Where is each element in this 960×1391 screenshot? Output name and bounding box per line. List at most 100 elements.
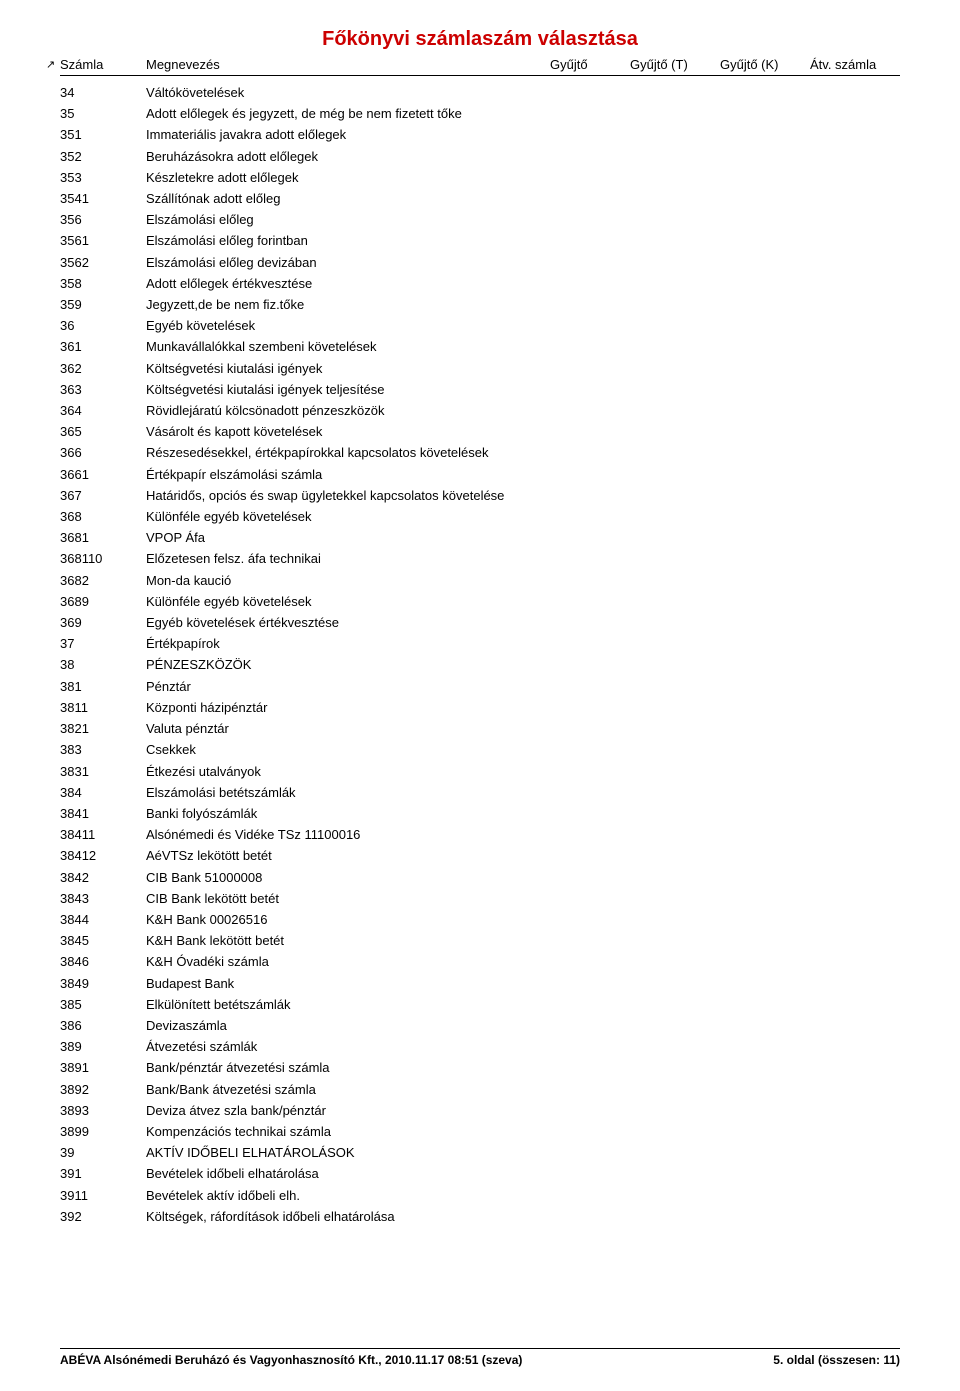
cell-code: 368110 — [60, 548, 146, 569]
cell-name: Bevételek időbeli elhatárolása — [146, 1163, 900, 1184]
cell-name: Váltókövetelések — [146, 82, 900, 103]
table-row: 385Elkülönített betétszámlák — [60, 994, 900, 1015]
table-row: 34Váltókövetelések — [60, 82, 900, 103]
cell-name: Költségek, ráfordítások időbeli elhatáro… — [146, 1206, 900, 1227]
table-row: 368Különféle egyéb követelések — [60, 506, 900, 527]
cell-code: 385 — [60, 994, 146, 1015]
cell-code: 3892 — [60, 1079, 146, 1100]
cell-name: Banki folyószámlák — [146, 803, 900, 824]
table-row: 3911Bevételek aktív időbeli elh. — [60, 1185, 900, 1206]
cell-name: Szállítónak adott előleg — [146, 188, 900, 209]
page: Főkönyvi számlaszám választása ↗ Számla … — [0, 0, 960, 1227]
cell-code: 3681 — [60, 527, 146, 548]
table-row: 356Elszámolási előleg — [60, 209, 900, 230]
cell-name: Devizaszámla — [146, 1015, 900, 1036]
table-row: 361Munkavállalókkal szembeni követelések — [60, 336, 900, 357]
cell-code: 39 — [60, 1142, 146, 1163]
cell-name: Étkezési utalványok — [146, 761, 900, 782]
cell-code: 3561 — [60, 230, 146, 251]
page-title: Főkönyvi számlaszám választása — [60, 28, 900, 51]
cell-name: Egyéb követelések értékvesztése — [146, 612, 900, 633]
cell-name: Budapest Bank — [146, 973, 900, 994]
cell-name: Elszámolási előleg devizában — [146, 252, 900, 273]
cell-code: 3911 — [60, 1185, 146, 1206]
table-row: 3892Bank/Bank átvezetési számla — [60, 1079, 900, 1100]
table-row: 365Vásárolt és kapott követelések — [60, 421, 900, 442]
cell-name: VPOP Áfa — [146, 527, 900, 548]
cell-name: Értékpapírok — [146, 633, 900, 654]
cell-code: 364 — [60, 400, 146, 421]
cell-code: 3845 — [60, 930, 146, 951]
cell-code: 381 — [60, 676, 146, 697]
cell-code: 384 — [60, 782, 146, 803]
cell-code: 3843 — [60, 888, 146, 909]
cell-name: Csekkek — [146, 739, 900, 760]
cell-name: CIB Bank lekötött betét — [146, 888, 900, 909]
table-row: 3893Deviza átvez szla bank/pénztár — [60, 1100, 900, 1121]
cell-name: Határidős, opciós és swap ügyletekkel ka… — [146, 485, 900, 506]
table-row: 36Egyéb követelések — [60, 315, 900, 336]
cell-code: 368 — [60, 506, 146, 527]
page-footer: ABÉVA Alsónémedi Beruházó és Vagyonhaszn… — [60, 1348, 900, 1367]
cell-code: 36 — [60, 315, 146, 336]
footer-right: 5. oldal (összesen: 11) — [773, 1353, 900, 1367]
table-row: 35Adott előlegek és jegyzett, de még be … — [60, 103, 900, 124]
cell-code: 367 — [60, 485, 146, 506]
table-row: 3846K&H Óvadéki számla — [60, 951, 900, 972]
table-row: 383Csekkek — [60, 739, 900, 760]
cell-code: 38 — [60, 654, 146, 675]
cell-name: Vásárolt és kapott követelések — [146, 421, 900, 442]
cell-name: Rövidlejáratú kölcsönadott pénzeszközök — [146, 400, 900, 421]
cell-code: 365 — [60, 421, 146, 442]
cell-name: Értékpapír elszámolási számla — [146, 464, 900, 485]
table-row: 366Részesedésekkel, értékpapírokkal kapc… — [60, 442, 900, 463]
cell-name: CIB Bank 51000008 — [146, 867, 900, 888]
cell-code: 35 — [60, 103, 146, 124]
cell-code: 3562 — [60, 252, 146, 273]
table-row: 369Egyéb követelések értékvesztése — [60, 612, 900, 633]
cell-code: 3891 — [60, 1057, 146, 1078]
cell-name: Részesedésekkel, értékpapírokkal kapcsol… — [146, 442, 900, 463]
cell-code: 38412 — [60, 845, 146, 866]
cell-code: 34 — [60, 82, 146, 103]
table-body: 34Váltókövetelések35Adott előlegek és je… — [60, 82, 900, 1227]
cell-code: 3541 — [60, 188, 146, 209]
table-row: 363Költségvetési kiutalási igények telje… — [60, 379, 900, 400]
table-row: 3843CIB Bank lekötött betét — [60, 888, 900, 909]
cell-name: Különféle egyéb követelések — [146, 591, 900, 612]
table-header: ↗ Számla Megnevezés Gyűjtő Gyűjtő (T) Gy… — [60, 57, 900, 76]
cell-name: Elszámolási előleg — [146, 209, 900, 230]
table-row: 3844K&H Bank 00026516 — [60, 909, 900, 930]
table-row: 3842CIB Bank 51000008 — [60, 867, 900, 888]
cell-name: Adott előlegek és jegyzett, de még be ne… — [146, 103, 900, 124]
table-row: 3689Különféle egyéb követelések — [60, 591, 900, 612]
cell-code: 3893 — [60, 1100, 146, 1121]
cell-code: 3682 — [60, 570, 146, 591]
table-row: 3661Értékpapír elszámolási számla — [60, 464, 900, 485]
cell-code: 3842 — [60, 867, 146, 888]
table-row: 3891Bank/pénztár átvezetési számla — [60, 1057, 900, 1078]
cell-code: 3689 — [60, 591, 146, 612]
cell-code: 363 — [60, 379, 146, 400]
table-row: 353Készletekre adott előlegek — [60, 167, 900, 188]
table-row: 392Költségek, ráfordítások időbeli elhat… — [60, 1206, 900, 1227]
table-row: 389Átvezetési számlák — [60, 1036, 900, 1057]
table-row: 368110Előzetesen felsz. áfa technikai — [60, 548, 900, 569]
cell-name: Egyéb követelések — [146, 315, 900, 336]
cell-name: Költségvetési kiutalási igények teljesít… — [146, 379, 900, 400]
table-row: 384Elszámolási betétszámlák — [60, 782, 900, 803]
cell-name: PÉNZESZKÖZÖK — [146, 654, 900, 675]
header-gyujto: Gyűjtő — [550, 57, 630, 72]
cell-name: Mon-da kaució — [146, 570, 900, 591]
table-row: 38411Alsónémedi és Vidéke TSz 11100016 — [60, 824, 900, 845]
table-row: 3562Elszámolási előleg devizában — [60, 252, 900, 273]
cell-name: Munkavállalókkal szembeni követelések — [146, 336, 900, 357]
sort-indicator-icon: ↗ — [46, 58, 55, 71]
cell-name: AéVTSz lekötött betét — [146, 845, 900, 866]
table-row: 3899Kompenzációs technikai számla — [60, 1121, 900, 1142]
cell-name: Elkülönített betétszámlák — [146, 994, 900, 1015]
cell-code: 352 — [60, 146, 146, 167]
cell-code: 386 — [60, 1015, 146, 1036]
table-row: 367Határidős, opciós és swap ügyletekkel… — [60, 485, 900, 506]
table-row: 351Immateriális javakra adott előlegek — [60, 124, 900, 145]
